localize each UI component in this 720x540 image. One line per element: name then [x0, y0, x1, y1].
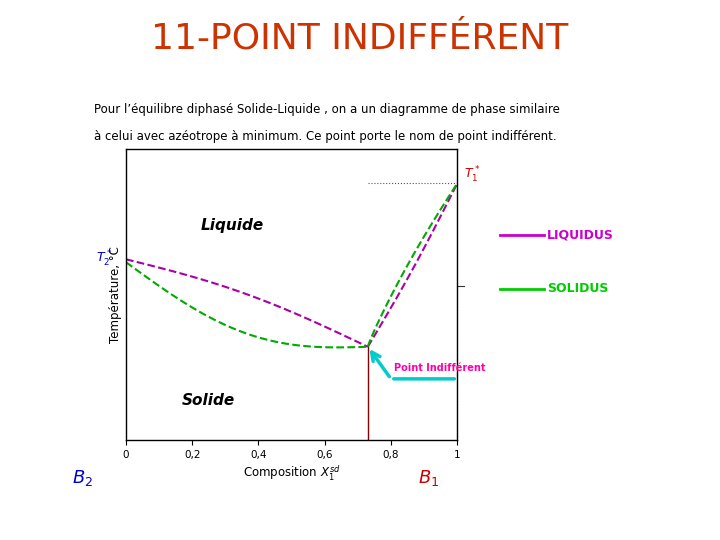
Text: LIQUIDUS: LIQUIDUS — [547, 228, 614, 241]
Text: Solide: Solide — [182, 393, 235, 408]
Text: $B_1$: $B_1$ — [418, 468, 439, 488]
Text: SOLIDUS: SOLIDUS — [547, 282, 608, 295]
X-axis label: Composition $X_1^{sd}$: Composition $X_1^{sd}$ — [243, 464, 341, 483]
Text: Pour l’équilibre diphasé Solide-Liquide , on a un diagramme de phase similaire: Pour l’équilibre diphasé Solide-Liquide … — [94, 103, 559, 116]
Text: $T_2^*$: $T_2^*$ — [96, 249, 113, 269]
Text: 11-POINT INDIFFÉRENT: 11-POINT INDIFFÉRENT — [151, 22, 569, 56]
Text: Point Indifférent: Point Indifférent — [395, 363, 486, 373]
Text: $B_2$: $B_2$ — [72, 468, 94, 488]
Text: Liquide: Liquide — [200, 218, 264, 233]
Y-axis label: Température, °C: Température, °C — [109, 246, 122, 343]
Text: à celui avec azéotrope à minimum. Ce point porte le nom de point indifférent.: à celui avec azéotrope à minimum. Ce poi… — [94, 130, 557, 143]
Text: $T_1^*$: $T_1^*$ — [464, 165, 480, 185]
